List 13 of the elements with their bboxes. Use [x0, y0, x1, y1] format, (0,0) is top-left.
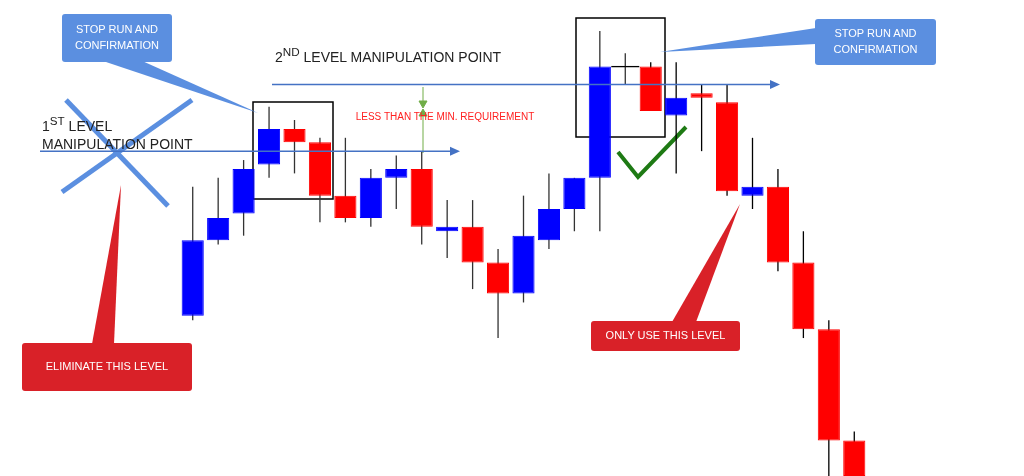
candlestick — [741, 137, 764, 210]
candlestick — [665, 61, 688, 175]
candlestick — [385, 154, 408, 210]
text: STOP RUN AND CONFIRMATION — [62, 14, 172, 62]
ref-line-label: 2$^{ND}$ LEVEL MANIPULATION POINT — [275, 44, 503, 66]
annotation: STOP RUN AND CONFIRMATION — [815, 19, 936, 65]
candlestick — [207, 177, 230, 246]
candlestick — [334, 137, 357, 223]
annotation: LESS THAN THE MIN. REQUIREMENT — [354, 109, 536, 124]
annotation: ONLY USE THIS LEVEL — [591, 321, 740, 351]
candlestick — [690, 83, 713, 152]
candlestick — [283, 119, 306, 175]
text: ELIMINATE THIS LEVEL — [22, 343, 192, 391]
